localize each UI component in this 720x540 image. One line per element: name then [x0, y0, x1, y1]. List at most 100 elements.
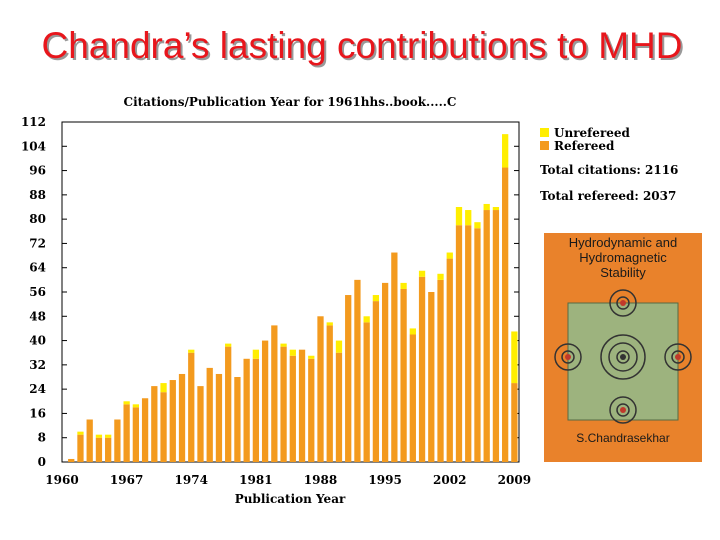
bar-segment [123, 401, 130, 405]
bar-segment [391, 252, 398, 462]
bar-segment [400, 282, 407, 289]
bar-segment [225, 346, 232, 462]
bar-segment [335, 340, 343, 353]
bar-segment [188, 349, 195, 353]
bar-segment [243, 358, 250, 462]
bar-segment [437, 273, 444, 280]
bar-segment [511, 331, 518, 384]
bar-segment [446, 258, 453, 462]
bar-segment [261, 340, 269, 462]
x-tick-label: 1960 [45, 473, 78, 487]
bar-segment [114, 419, 121, 462]
bar-segment [511, 383, 518, 462]
bar-segment [151, 386, 158, 462]
bar-segment [252, 349, 260, 359]
bar-segment [381, 282, 389, 462]
book-square [567, 302, 679, 421]
bar-segment [483, 210, 490, 462]
book-author: S.Chandrasekhar [576, 431, 669, 445]
annotation: Total citations: 2116 [540, 163, 678, 177]
bar-segment [465, 210, 472, 226]
bar-segment [160, 383, 167, 393]
bar-segment [197, 386, 204, 462]
bar-segment [455, 225, 463, 462]
bar-segment [428, 292, 435, 462]
bar-segment [132, 404, 139, 408]
bar-segment [502, 134, 509, 168]
bar-segment [455, 207, 463, 226]
bar-segment [326, 322, 333, 326]
bar-segment [418, 270, 426, 277]
bar-segment [474, 228, 481, 462]
book-title: Hydrodynamic and [569, 235, 677, 250]
bar-segment [345, 295, 352, 462]
bar-segment [372, 301, 380, 462]
bar-segment [215, 373, 223, 462]
book-title: Stability [600, 265, 646, 280]
bar-segment [409, 328, 416, 335]
y-tick-label: 104 [21, 139, 46, 153]
spirals [554, 289, 692, 424]
x-tick-label: 1981 [239, 473, 272, 487]
y-tick-label: 48 [29, 309, 46, 323]
bar-segment [289, 355, 296, 462]
bar-segment [95, 434, 103, 438]
bar-segment [77, 431, 84, 435]
bar-segment [483, 203, 490, 211]
bar-segment [409, 334, 416, 462]
x-tick-label: 2002 [433, 473, 466, 487]
x-tick-label: 1995 [368, 473, 401, 487]
x-tick-label: 1974 [175, 473, 208, 487]
bar-segment [363, 316, 370, 323]
chart-title: Citations/Publication Year for 1961hhs..… [124, 95, 457, 109]
bar-segment [105, 437, 112, 462]
bar-segment [317, 316, 324, 462]
y-tick-label: 8 [38, 431, 46, 445]
slide-title: Chandra’s lasting contributions to MHD [42, 25, 683, 66]
legend-swatch [540, 128, 549, 137]
bar-segment [308, 355, 315, 359]
bar-segment [446, 252, 453, 259]
y-tick-label: 16 [29, 406, 46, 420]
y-tick-label: 56 [29, 285, 46, 299]
bar-segment [132, 407, 139, 462]
bar-segment [169, 380, 176, 462]
bar-segment [474, 222, 481, 229]
bar-segment [465, 225, 472, 462]
bar-segment [298, 349, 306, 462]
title-shadow: Chandra’s lasting contributions to MHD [44, 27, 685, 68]
bar-segment [77, 434, 84, 462]
y-tick-label: 112 [21, 115, 46, 129]
annotation: Total refereed: 2037 [540, 189, 676, 203]
spiral-centers [565, 300, 681, 413]
bar-segment [188, 352, 195, 462]
bar-segment [280, 343, 287, 347]
y-tick-label: 80 [29, 212, 46, 226]
y-tick-label: 64 [29, 261, 46, 275]
legend-swatch [540, 141, 549, 150]
x-axis-label: Publication Year [235, 492, 346, 506]
y-tick-label: 96 [29, 164, 46, 178]
y-tick-label: 88 [29, 188, 46, 202]
bar-segment [308, 358, 315, 462]
bar-segment [234, 377, 241, 462]
bar-segment [437, 279, 444, 462]
legend-label: Unrefereed [554, 126, 631, 140]
bar-segment [160, 392, 167, 462]
bar-segment [225, 343, 232, 347]
book-cover: Hydrodynamic and Hydromagnetic Stability… [544, 233, 702, 462]
bar-segment [492, 207, 500, 211]
bar-segment [95, 437, 103, 462]
bar-segment [335, 352, 343, 462]
bar-segment [502, 167, 509, 463]
x-tick-label: 1967 [110, 473, 143, 487]
bar-segment [86, 419, 93, 462]
bar-segment [252, 358, 260, 462]
y-tick-label: 0 [38, 455, 46, 469]
bar-segment [123, 404, 130, 462]
bar-segment [105, 434, 112, 438]
bar-segment [68, 458, 75, 462]
x-tick-label: 2009 [498, 473, 531, 487]
bar-segment [492, 210, 500, 462]
